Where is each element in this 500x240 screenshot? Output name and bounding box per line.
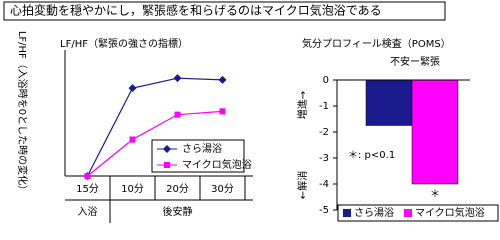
legend-label: マイクロ気泡浴 [415,206,485,219]
point [128,84,137,93]
y-axis-label-up: 増進→ [296,91,309,119]
annotation: ＊ [430,189,440,200]
bar [411,79,459,185]
x-tick-label: 10分 [121,183,144,195]
chart-title: 気分プロフィール検査（POMS） [302,37,451,50]
page: 心拍変動を穏やかにし，緊張感を和らげるのはマイクロ気泡浴である LF/HF（緊張… [3,1,499,223]
annotation: ＊: p<0.1 [348,150,395,161]
y-tick-label: -4 [319,179,329,190]
y-axis-label-down: ←解消 [296,171,309,199]
point [164,162,170,168]
point [84,173,91,179]
legend-label: マイクロ気泡浴 [182,158,252,171]
x-tick-label: 15分 [76,183,99,195]
page-title: 心拍変動を穏やかにし，緊張感を和らげるのはマイクロ気泡浴である [10,3,382,18]
point [174,111,181,118]
series-line [86,77,223,177]
chart-title: LF/HF（緊張の強さの指標） [60,37,188,50]
y-tick-label: -3 [319,153,329,164]
x-group-label: 入浴 [78,206,98,218]
series-line [87,110,223,177]
x-tick-label: 30分 [211,183,234,195]
legend-box [337,204,499,222]
point [218,75,227,84]
point [173,74,182,83]
point [163,145,171,153]
legend-swatch [343,209,351,217]
legend-label: さら湯浴 [182,142,222,155]
y-axis-label: LF/HF（入浴時を0とした時の変化） [16,31,29,195]
y-tick-label: 0 [323,75,329,86]
bar [365,79,413,126]
point [219,108,226,115]
point [129,136,136,143]
legend-swatch [404,209,412,217]
x-tick-label: 20分 [166,183,189,195]
legend-label: さら湯浴 [354,206,394,219]
chart-subtitle: 不安ー緊張 [390,55,440,68]
y-tick-label: -5 [319,205,329,216]
title-box [3,1,446,21]
y-tick-label: -1 [319,101,329,112]
y-tick-label: -2 [319,127,329,138]
x-group-label: 後安静 [163,205,193,218]
